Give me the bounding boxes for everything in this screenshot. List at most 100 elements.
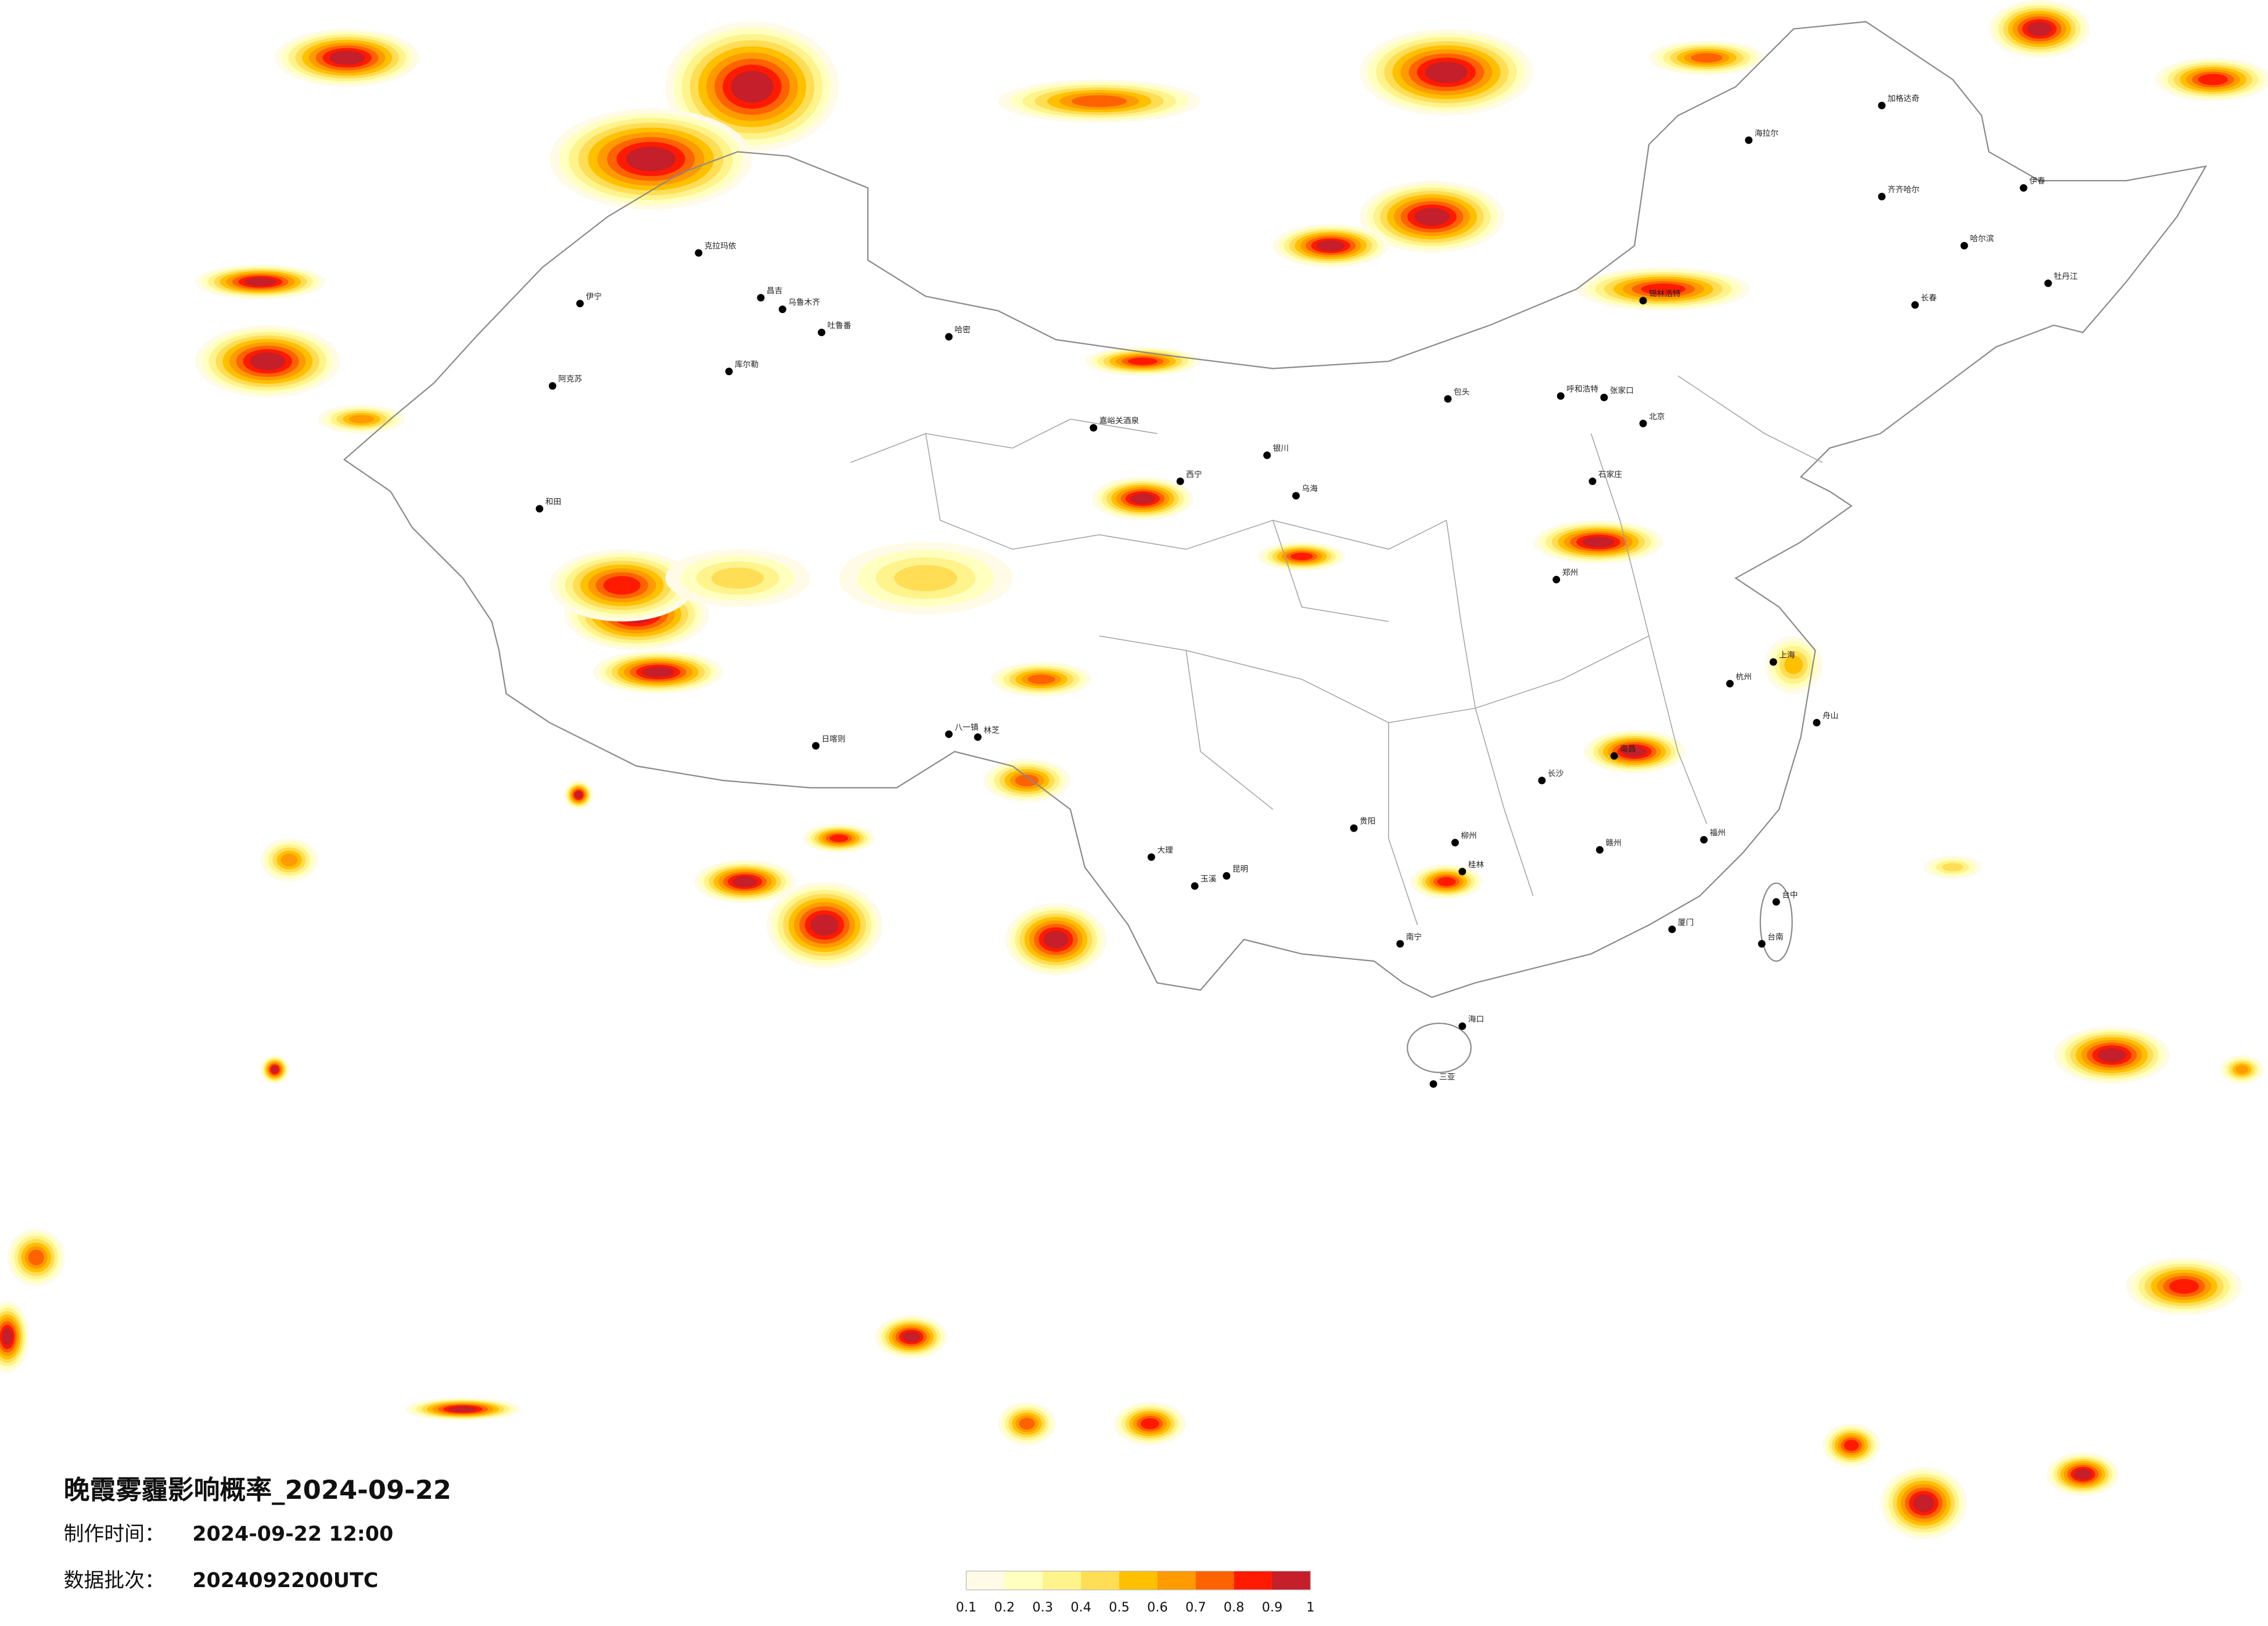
- probability-patch: [1316, 240, 1345, 251]
- city-dot: [1639, 297, 1647, 305]
- city-label: 日喀则: [822, 735, 846, 744]
- probability-patch: [732, 876, 757, 887]
- city-dot: [576, 300, 584, 308]
- city-label: 嘉峪关酒泉: [1099, 416, 1140, 426]
- hainan-outline: [1407, 1023, 1472, 1073]
- city-label: 西宁: [1186, 469, 1202, 479]
- city-dot: [757, 294, 765, 302]
- city-dot: [1757, 940, 1766, 948]
- city-dot: [1600, 393, 1608, 401]
- colorbar-tick-label: 0.4: [1070, 1600, 1091, 1615]
- city-dot: [1538, 776, 1546, 785]
- probability-patch: [2, 1328, 13, 1346]
- city-dot: [725, 368, 733, 376]
- probability-patch: [894, 565, 958, 592]
- city-dot: [818, 328, 826, 336]
- colorbar-swatch: [1004, 1571, 1044, 1590]
- city-label: 伊春: [2029, 177, 2046, 186]
- city-label: 长春: [1921, 294, 1937, 303]
- city-label: 林芝: [983, 726, 1000, 735]
- colorbar-swatch: [1119, 1571, 1158, 1590]
- city-dot: [1557, 392, 1565, 400]
- city-dot: [1458, 1022, 1467, 1030]
- city-label: 八一镇: [955, 723, 979, 732]
- city-label: 库尔勒: [735, 360, 759, 369]
- city-label: 海口: [1468, 1015, 1484, 1024]
- city-label: 台中: [1782, 891, 1798, 900]
- city-label: 南昌: [1620, 744, 1636, 754]
- colorbar-swatch: [1272, 1571, 1311, 1590]
- city-dot: [1595, 846, 1604, 854]
- probability-patch: [626, 146, 676, 172]
- probability-patch: [281, 854, 298, 866]
- city-dot: [1429, 1080, 1437, 1088]
- city-label: 哈尔滨: [1970, 235, 1994, 244]
- province-lines: [850, 375, 1823, 926]
- city-dot: [1769, 658, 1777, 666]
- city-dot: [1700, 836, 1708, 844]
- probability-patch: [731, 70, 774, 103]
- city-label: 石家庄: [1598, 469, 1622, 479]
- city-dot: [945, 333, 953, 341]
- city-dot: [1090, 424, 1098, 432]
- probability-patch: [829, 834, 849, 842]
- probability-patch: [250, 352, 286, 370]
- probability-patch: [2169, 1279, 2199, 1294]
- colorbar: 0.1 0.2 0.3 0.4 0.5 0.6 0.7 0.8 0.9 1: [956, 1570, 1314, 1615]
- city-label: 厦门: [1678, 918, 1694, 927]
- city-dot: [1396, 940, 1404, 948]
- city-label: 玉溪: [1201, 875, 1217, 884]
- probability-patch: [2097, 1048, 2126, 1063]
- probability-patch: [711, 567, 764, 589]
- probability-patch: [1043, 930, 1069, 948]
- colorbar-swatch: [1157, 1571, 1196, 1590]
- city-dot: [1588, 477, 1597, 485]
- probability-patch: [1641, 283, 1686, 295]
- colorbar-swatch: [966, 1571, 1005, 1590]
- production-time-value: 2024-09-22 12:00: [192, 1523, 393, 1546]
- colorbar-tick-label: 0.3: [1033, 1600, 1054, 1615]
- map-title: 晚霞雾霾影响概率_2024-09-22: [64, 1474, 452, 1505]
- city-label: 吐鲁番: [828, 321, 851, 330]
- city-dot: [778, 305, 786, 314]
- data-batch-value: 2024092200UTC: [192, 1569, 378, 1592]
- probability-patch: [902, 1332, 921, 1343]
- city-label: 贵阳: [1360, 817, 1375, 826]
- city-dot: [1668, 925, 1676, 933]
- probability-patch: [2198, 74, 2228, 85]
- city-label: 台南: [1767, 933, 1783, 942]
- colorbar-swatch: [1081, 1571, 1120, 1590]
- city-label: 乌海: [1302, 484, 1318, 494]
- taiwan-outline: [1759, 882, 1793, 962]
- city-dot: [1772, 898, 1780, 906]
- probability-patch: [2235, 1065, 2249, 1074]
- probability-patch: [642, 667, 674, 678]
- probability-patch: [1027, 674, 1055, 684]
- colorbar-tick-label: 0.9: [1262, 1600, 1283, 1615]
- colorbar-tick-label: 0.5: [1109, 1600, 1130, 1615]
- probability-patch: [1072, 95, 1127, 107]
- city-label: 锡林浩特: [1649, 289, 1681, 298]
- city-dot: [945, 730, 953, 738]
- city-label: 赣州: [1605, 839, 1621, 848]
- probability-patch: [1691, 53, 1723, 63]
- probability-patch: [1015, 774, 1039, 787]
- data-batch-label: 数据批次：: [64, 1569, 165, 1592]
- probability-patch: [1019, 1418, 1035, 1430]
- probability-patch: [1140, 1418, 1159, 1430]
- city-dot: [974, 733, 982, 741]
- probability-patch: [1130, 493, 1155, 504]
- city-dot: [1263, 451, 1271, 459]
- city-label: 哈密: [955, 325, 971, 334]
- city-dot: [1878, 102, 1886, 110]
- probability-patch: [575, 791, 583, 798]
- city-dot: [2019, 184, 2028, 192]
- probability-patch: [1582, 537, 1615, 548]
- city-label: 加格达奇: [1888, 93, 1920, 103]
- city-label: 乌鲁木齐: [788, 298, 820, 307]
- probability-patch: [2074, 1469, 2092, 1480]
- city-dot: [1639, 419, 1647, 427]
- city-dot: [1147, 853, 1155, 861]
- city-label: 上海: [1779, 650, 1795, 660]
